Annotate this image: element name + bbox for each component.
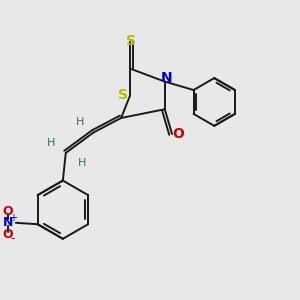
Text: H: H [47, 138, 56, 148]
Text: N: N [160, 71, 172, 85]
Text: -: - [11, 232, 15, 245]
Text: H: H [76, 117, 85, 127]
Text: O: O [2, 228, 13, 241]
Text: N: N [2, 216, 13, 229]
Text: S: S [126, 34, 136, 48]
Text: H: H [78, 158, 86, 168]
Text: +: + [9, 212, 17, 223]
Text: O: O [2, 205, 13, 218]
Text: O: O [172, 127, 184, 141]
Text: S: S [118, 88, 128, 102]
